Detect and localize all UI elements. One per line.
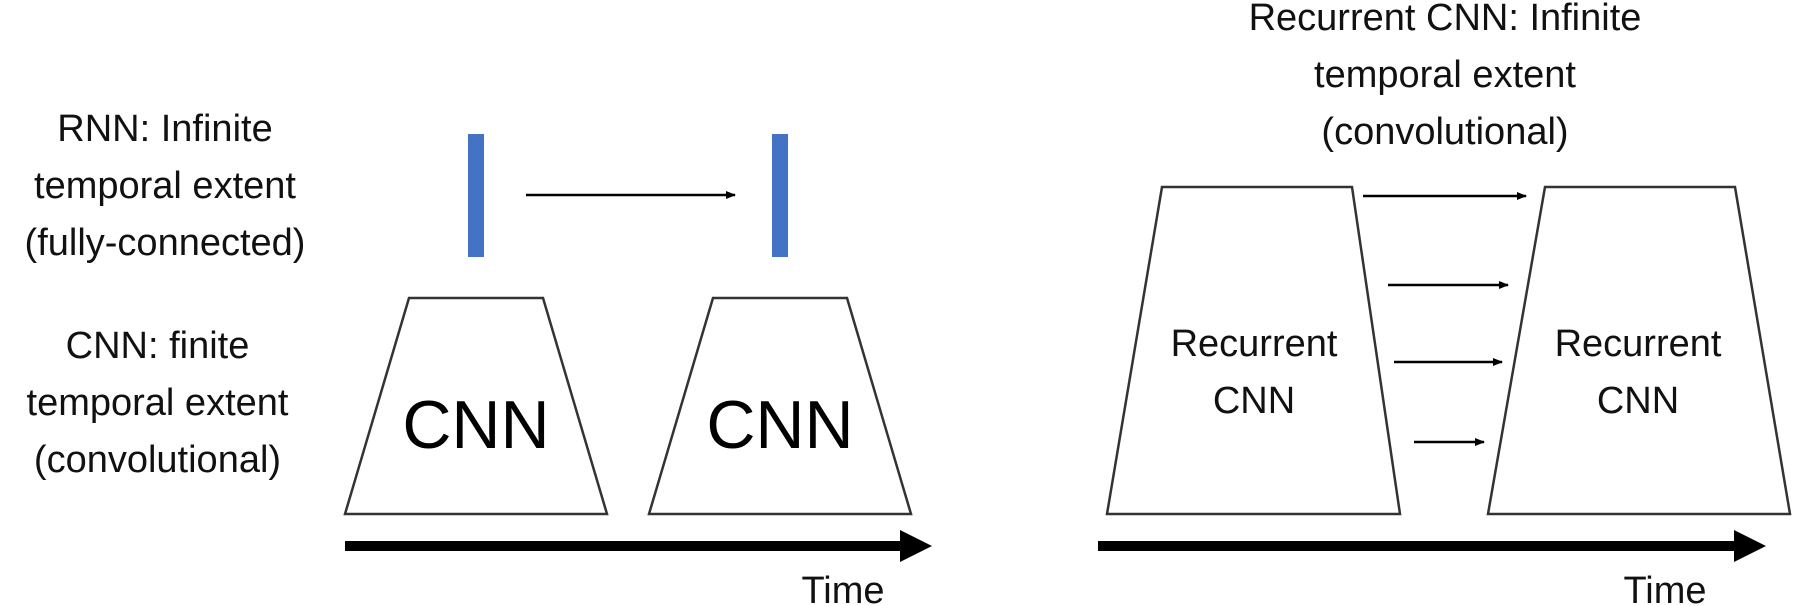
cnn-block-1-label: CNN — [402, 387, 549, 463]
time-axis-left-label: Time — [801, 570, 884, 606]
time-axis-left-arrowhead — [900, 530, 932, 562]
hidden-state-bar-2 — [772, 134, 788, 257]
time-axis-right-label: Time — [1623, 570, 1706, 606]
recurrent-cnn-block-2-label-line2: CNN — [1597, 380, 1679, 422]
recurrent-cnn-block-1-label-line1: Recurrent — [1171, 323, 1338, 365]
cnn-block-2-label: CNN — [706, 387, 853, 463]
recurrent-cnn-block-2-label-line1: Recurrent — [1555, 323, 1722, 365]
recurrent-cnn-block-1-label-line2: CNN — [1213, 380, 1295, 422]
hidden-state-bar-1 — [468, 134, 484, 257]
time-axis-right-arrowhead — [1734, 530, 1766, 562]
